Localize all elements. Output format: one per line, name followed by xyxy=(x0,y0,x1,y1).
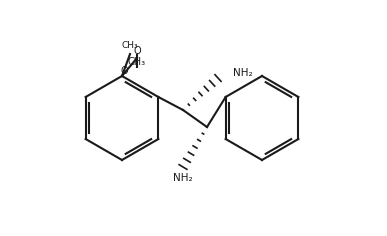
Text: NH₂: NH₂ xyxy=(173,173,193,183)
Text: CH₃: CH₃ xyxy=(128,57,146,67)
Text: CH₃: CH₃ xyxy=(122,42,138,51)
Text: O: O xyxy=(133,46,141,56)
Text: NH₂: NH₂ xyxy=(233,68,253,78)
Text: O: O xyxy=(120,66,128,76)
